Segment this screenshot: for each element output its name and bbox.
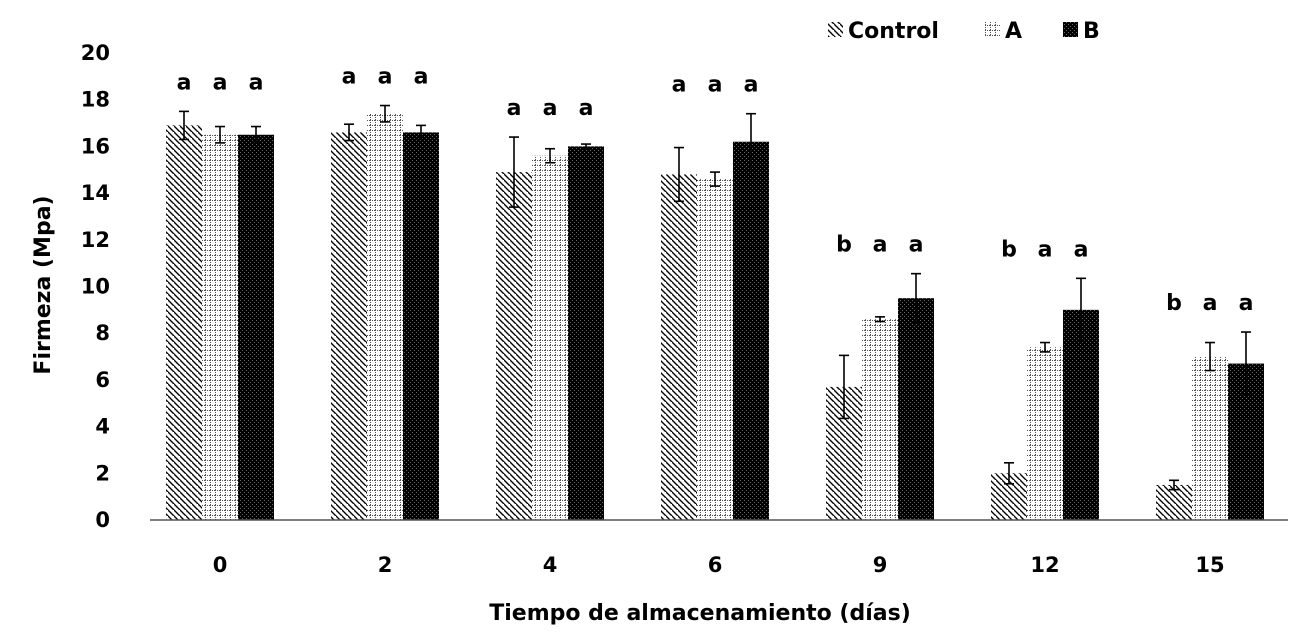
significance-letter: a [177,70,192,95]
legend-label: Control [848,19,939,44]
significance-letters: a a a a a aa a aa a ab a a b a ab a a [177,65,1254,316]
bar-b-day-9 [898,298,934,520]
significance-letter: a [873,233,888,258]
bar-b-day-4 [568,146,604,520]
error-bar [581,143,591,150]
y-axis-tick-labels: 0 2 4 6 8 10 12 14 16 18 20 [81,41,110,532]
significance-letter: a [708,73,723,98]
bar-b-day-2 [403,132,439,520]
x-tick-label: 6 [708,553,723,577]
bar-b-day-6 [733,141,769,521]
error-bar [710,171,720,187]
bar-control-day-4 [496,172,532,520]
y-tick-label: 8 [95,321,110,345]
bar-control-day-15 [1156,484,1192,520]
x-tick-label: 12 [1030,553,1059,577]
significance-letter: a [1038,237,1053,262]
error-bar [1076,277,1086,343]
significance-letter: a [579,96,594,121]
y-tick-label: 6 [95,368,110,392]
significance-letter: a [342,65,357,90]
y-tick-label: 20 [81,41,110,65]
error-bar [215,125,225,144]
error-bar [1241,331,1251,396]
legend-label: A [1005,19,1022,44]
bar-a-day-2 [367,113,403,521]
x-tick-label: 2 [378,553,393,577]
bar-b-day-12 [1063,309,1099,520]
legend-item-b: B [1063,19,1100,44]
error-bar [509,136,519,208]
bar-a-day-6 [697,179,733,520]
error-bar [1169,479,1179,491]
legend-item-control: Control [828,19,939,44]
bar-series [166,113,1264,521]
significance-letter: a [1203,291,1218,316]
legend-item-a: A [985,19,1022,44]
x-axis-tick-labels: 0 2 4 6 9 12 15 [213,553,1225,577]
significance-letter: a [213,70,228,95]
y-tick-label: 14 [81,181,110,205]
error-bar [674,146,684,203]
significance-letter: a [507,96,522,121]
y-tick-label: 10 [81,275,110,299]
error-bar [416,124,426,141]
y-tick-label: 18 [81,88,110,112]
bar-a-day-9 [862,319,898,520]
bar-a-day-15 [1192,356,1228,520]
y-tick-label: 0 [95,508,110,532]
error-bar [344,123,354,142]
bar-control-day-6 [661,174,697,521]
significance-letter: a [744,73,759,98]
legend: Control A B [828,19,1100,44]
bar-a-day-0 [202,134,238,520]
significance-letter: b [1166,291,1182,316]
significance-letter: a [909,233,924,258]
bar-control-day-0 [166,125,202,520]
y-tick-label: 12 [81,228,110,252]
y-tick-label: 16 [81,134,110,158]
significance-letter: a [1074,237,1089,262]
x-tick-label: 4 [543,553,558,577]
bar-a-day-4 [532,155,568,521]
x-tick-label: 15 [1195,553,1224,577]
error-bar [1040,341,1050,353]
significance-letter: a [249,70,264,95]
significance-letter: a [543,96,558,121]
y-axis-title: Firmeza (Mpa) [31,195,56,374]
error-bar [911,272,921,324]
error-bar [875,316,885,323]
y-tick-label: 2 [95,461,110,485]
error-bar [839,354,849,420]
bar-control-day-2 [331,132,367,520]
significance-letter: a [672,73,687,98]
significance-letter: a [414,65,429,90]
error-bar [380,104,390,123]
error-bars [179,104,1251,491]
legend-swatch [985,22,1000,37]
error-bar [545,147,555,164]
legend-label: B [1083,19,1100,44]
x-tick-label: 9 [873,553,888,577]
error-bar [1004,461,1014,485]
bar-a-day-12 [1027,347,1063,520]
error-bar [179,110,189,141]
legend-swatch [828,22,843,37]
significance-letter: b [1001,237,1017,262]
significance-letter: a [1239,291,1254,316]
significance-letter: b [836,233,852,258]
error-bar [251,125,261,144]
x-axis-title: Tiempo de almacenamiento (días) [489,601,911,626]
significance-letter: a [378,65,393,90]
x-tick-label: 0 [213,553,228,577]
error-bar [746,112,756,171]
y-tick-label: 4 [95,415,110,439]
legend-swatch [1063,22,1078,37]
error-bar [1205,341,1215,372]
bar-b-day-0 [238,134,274,520]
